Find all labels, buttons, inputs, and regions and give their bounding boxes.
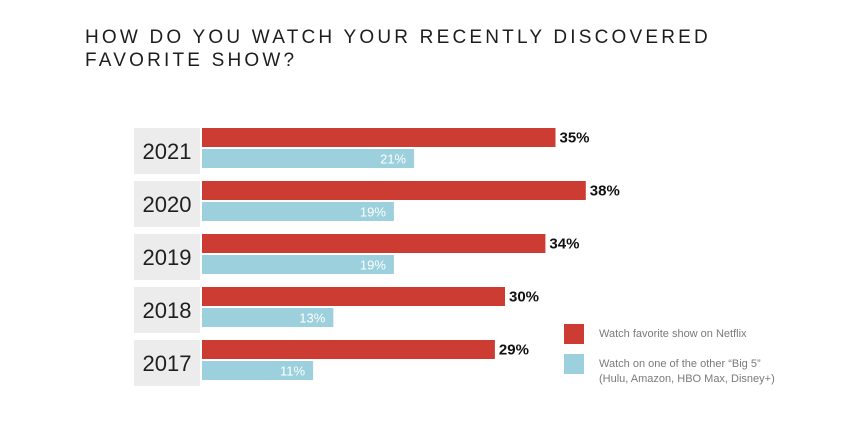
data-label-big5: 11% bbox=[280, 364, 305, 379]
legend-label-big5: Watch on one of the other “Big 5” (Hulu,… bbox=[599, 358, 854, 386]
data-label-big5: 19% bbox=[360, 205, 386, 220]
bar-big5 bbox=[202, 308, 334, 327]
data-label-netflix: 29% bbox=[499, 342, 529, 359]
legend-item-netflix: Watch favorite show on Netflix bbox=[564, 324, 854, 344]
year-label: 2019 bbox=[143, 245, 192, 270]
legend-swatch-big5 bbox=[564, 354, 584, 374]
year-label-box bbox=[134, 181, 200, 227]
year-label-box bbox=[134, 234, 200, 280]
legend-label-big5-main: Watch on one of the other “Big 5” bbox=[599, 358, 761, 370]
bar-big5 bbox=[202, 361, 314, 380]
year-label: 2018 bbox=[143, 298, 192, 323]
year-label-box bbox=[134, 287, 200, 333]
data-label-netflix: 38% bbox=[590, 183, 620, 200]
bar-netflix bbox=[202, 287, 505, 306]
data-label-big5: 19% bbox=[360, 258, 386, 273]
chart-title: HOW DO YOU WATCH YOUR RECENTLY DISCOVERE… bbox=[85, 27, 711, 71]
legend-swatch-netflix bbox=[564, 324, 584, 344]
year-label: 2020 bbox=[143, 192, 192, 217]
bar-netflix bbox=[202, 234, 546, 253]
year-label: 2017 bbox=[143, 351, 192, 376]
bar-netflix bbox=[202, 128, 556, 147]
bar-netflix bbox=[202, 340, 495, 359]
bar-big5 bbox=[202, 149, 415, 168]
data-label-big5: 13% bbox=[299, 311, 325, 326]
year-label-box bbox=[134, 340, 200, 386]
bar-big5 bbox=[202, 255, 394, 274]
data-label-netflix: 35% bbox=[560, 130, 590, 147]
legend-label-big5-sub: (Hulu, Amazon, HBO Max, Disney+) bbox=[599, 373, 775, 385]
year-label-box bbox=[134, 128, 200, 174]
bar-big5 bbox=[202, 202, 394, 221]
data-label-netflix: 34% bbox=[549, 236, 579, 253]
legend-item-big5: Watch on one of the other “Big 5” (Hulu,… bbox=[564, 354, 854, 386]
year-label: 2021 bbox=[143, 139, 192, 164]
legend: Watch favorite show on Netflix Watch on … bbox=[564, 324, 854, 396]
data-label-big5: 21% bbox=[380, 152, 406, 167]
data-label-netflix: 30% bbox=[509, 289, 539, 306]
bar-netflix bbox=[202, 181, 586, 200]
legend-label-netflix: Watch favorite show on Netflix bbox=[599, 328, 747, 340]
